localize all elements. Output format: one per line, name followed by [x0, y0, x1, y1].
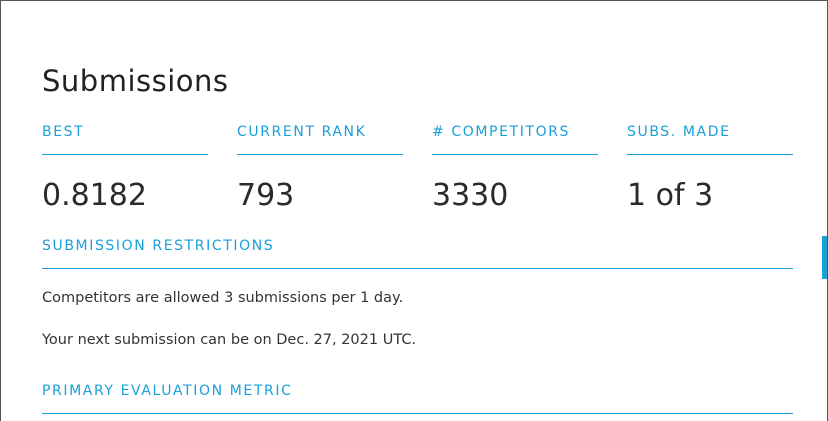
stat-competitors-value: 3330: [432, 178, 509, 213]
next-submission-text: Your next submission can be on Dec. 27, …: [42, 332, 417, 348]
stat-current-rank-label: CURRENT RANK: [237, 123, 403, 155]
submissions-allowed-text: Competitors are allowed 3 submissions pe…: [42, 290, 404, 306]
stat-best-label: BEST: [42, 123, 208, 155]
primary-evaluation-metric-heading: PRIMARY EVALUATION METRIC: [42, 382, 793, 414]
submission-restrictions-heading: SUBMISSION RESTRICTIONS: [42, 237, 793, 269]
stat-competitors-label: # COMPETITORS: [432, 123, 598, 155]
page-title: Submissions: [42, 64, 229, 98]
stat-subs-made-value: 1 of 3: [627, 178, 714, 213]
stat-current-rank-value: 793: [237, 178, 295, 213]
stat-subs-made-label: SUBS. MADE: [627, 123, 793, 155]
scrollbar-thumb[interactable]: [822, 236, 827, 279]
stat-competitors: # COMPETITORS 3330: [432, 123, 598, 214]
stat-best: BEST 0.8182: [42, 123, 208, 214]
stat-best-value: 0.8182: [42, 178, 147, 213]
stat-current-rank: CURRENT RANK 793: [237, 123, 403, 214]
stat-subs-made: SUBS. MADE 1 of 3: [627, 123, 793, 214]
